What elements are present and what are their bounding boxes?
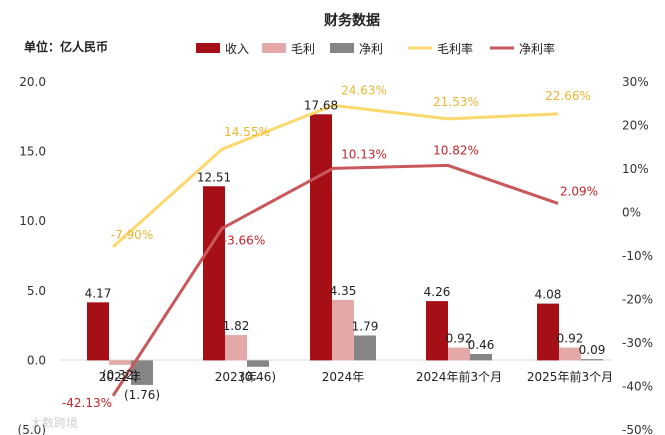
bar-label: 12.51 — [197, 170, 231, 184]
bar-收入-2 — [310, 114, 332, 361]
right-axis-tick: -50% — [622, 423, 653, 435]
bar-label: (0.32) — [102, 368, 138, 382]
bar-label: (1.76) — [124, 388, 160, 402]
unit-label: 单位：亿人民币 — [24, 39, 108, 54]
bar-label: 4.08 — [535, 288, 562, 302]
bar-收入-3 — [426, 301, 448, 361]
line-label: 24.63% — [341, 83, 387, 97]
bar-label: 4.26 — [424, 285, 451, 299]
legend: 收入 毛利 净利 毛利率 净利率 — [196, 41, 555, 56]
line-label: 10.82% — [433, 143, 479, 157]
legend-label: 收入 — [225, 42, 249, 56]
right-axis-tick: -10% — [622, 249, 653, 263]
left-axis-tick: (5.0) — [18, 423, 46, 435]
right-axis: 30% 20% 10% 0% -10% -20% -30% -40% -50% — [622, 75, 653, 435]
line-label: -7.90% — [111, 228, 153, 242]
bars — [87, 114, 603, 385]
right-axis-tick: 20% — [622, 119, 649, 133]
bar-labels: 4.17 12.51 17.68 4.26 4.08 (0.32) 1.82 4.35 0.92… — [85, 98, 606, 402]
bar-label: 0.09 — [579, 343, 606, 357]
bar-收入-0 — [87, 302, 109, 361]
bar-毛利-3 — [448, 347, 470, 361]
x-axis-label: 2025年前3个月 — [527, 369, 613, 384]
bar-收入-4 — [537, 303, 559, 361]
bar-label: 4.17 — [85, 286, 112, 300]
bar-label: (0.46) — [240, 370, 276, 384]
watermark: 大数跨境 — [30, 415, 78, 430]
legend-swatch-毛利 — [262, 43, 286, 53]
line-label: 22.66% — [545, 89, 591, 103]
legend-label: 净利率 — [519, 41, 555, 56]
legend-swatch-收入 — [196, 43, 220, 53]
right-axis-tick: 30% — [622, 75, 649, 89]
bar-净利-1 — [247, 360, 269, 367]
line-label: 10.13% — [341, 147, 387, 161]
bar-label: 4.35 — [330, 284, 357, 298]
left-axis-tick: 0.0 — [27, 353, 46, 367]
bar-净利-0 — [131, 360, 153, 385]
x-axis-label: 2024年前3个月 — [416, 369, 502, 384]
left-axis-tick: 15.0 — [19, 145, 46, 159]
chart-title: 财务数据 — [323, 12, 380, 29]
x-axis-label: 2024年 — [322, 370, 365, 384]
x-axis: 2022年 2023年 2024年 2024年前3个月 2025年前3个月 — [99, 369, 613, 384]
line-label: 21.53% — [433, 95, 479, 109]
line-label: 14.55% — [224, 125, 270, 139]
line-label: -42.13% — [62, 396, 112, 410]
bar-label: 1.82 — [223, 319, 250, 333]
bar-收入-1 — [203, 186, 225, 361]
bar-label: 0.92 — [446, 332, 473, 346]
bar-label: 17.68 — [304, 98, 338, 112]
legend-label: 毛利 — [291, 42, 315, 56]
bar-毛利-2 — [332, 299, 354, 361]
legend-label: 毛利率 — [437, 41, 473, 56]
line-label: -3.66% — [223, 233, 265, 247]
left-axis-tick: 10.0 — [19, 214, 46, 228]
line-label: 2.09% — [560, 184, 598, 198]
right-axis-tick: -40% — [622, 380, 653, 394]
line-labels: -7.90% 14.55% 24.63% 21.53% 22.66% -42.13% -3.… — [62, 83, 598, 409]
bar-label: 0.46 — [468, 338, 495, 352]
bar-毛利-1 — [225, 335, 247, 361]
bar-净利-2 — [354, 335, 376, 361]
x-axis-label: 2022年 — [99, 370, 142, 384]
left-axis-tick: 20.0 — [19, 75, 46, 89]
bar-净利-3 — [470, 353, 492, 361]
right-axis-tick: 0% — [622, 206, 641, 220]
bar-毛利-4 — [559, 347, 581, 361]
bar-label: 0.92 — [557, 332, 584, 346]
line-净利率 — [111, 163, 559, 397]
bar-label: 1.79 — [352, 319, 379, 333]
bar-净利-4 — [581, 359, 603, 361]
line-毛利率 — [111, 103, 559, 248]
lines — [111, 103, 559, 397]
left-axis-tick: 5.0 — [27, 284, 46, 298]
left-axis: 20.0 15.0 10.0 5.0 0.0 (5.0) — [18, 75, 46, 435]
right-axis-tick: 10% — [622, 162, 649, 176]
right-axis-tick: -30% — [622, 336, 653, 350]
legend-swatch-净利 — [330, 43, 354, 53]
legend-label: 净利 — [359, 42, 383, 56]
x-axis-label: 2023年 — [215, 370, 258, 384]
right-axis-tick: -20% — [622, 293, 653, 307]
bar-毛利-0 — [109, 360, 131, 365]
